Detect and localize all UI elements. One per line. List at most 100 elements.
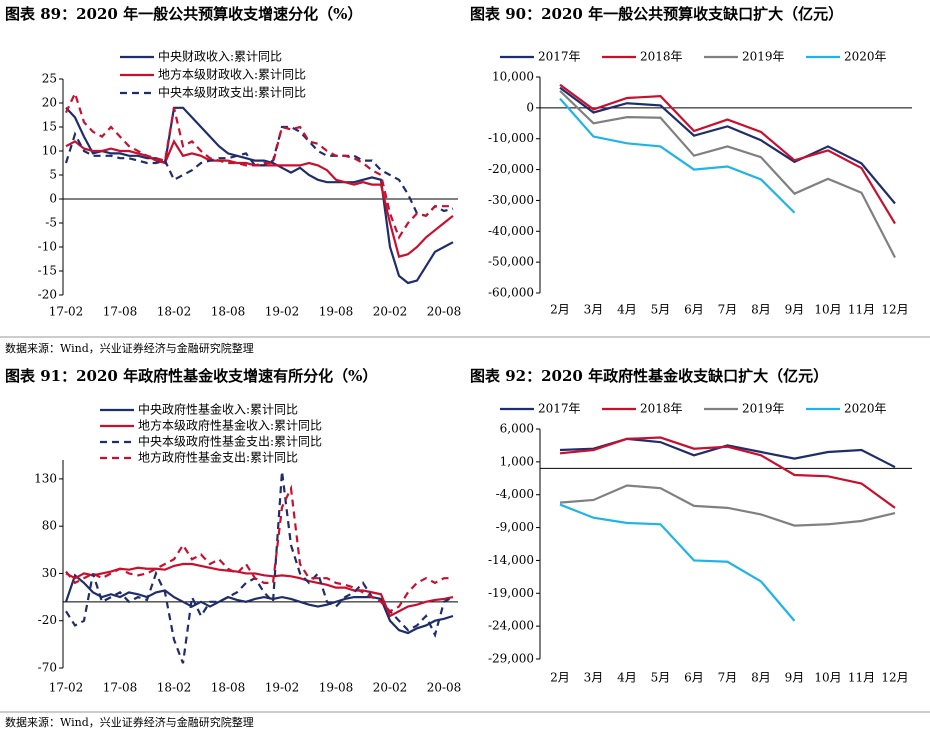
x-tick-label: 19-02 (265, 681, 300, 695)
x-tick-label: 5月 (651, 671, 671, 685)
x-tick-label: 18-02 (157, 305, 192, 319)
x-tick-label: 6月 (684, 671, 704, 685)
legend-label: 地方本级财政收入:累计同比 (158, 67, 306, 82)
series-line (65, 471, 454, 664)
series-line (559, 503, 796, 622)
x-tick-label: 20-08 (427, 681, 462, 695)
legend-label: 2017年 (538, 402, 581, 416)
y-tick-label: 5 (49, 168, 57, 182)
x-tick-label: 3月 (584, 671, 604, 685)
legend-label: 地方政府性基金支出:累计同比 (138, 450, 298, 465)
x-tick-label: 9月 (785, 303, 805, 317)
x-tick-label: 7月 (718, 303, 738, 317)
chart-title: 图表 90：2020 年一般公共预算收支缺口扩大（亿元） (470, 5, 843, 23)
y-tick-label: -20 (38, 613, 57, 627)
y-tick-label: -9,000 (496, 520, 534, 534)
x-tick-label: 17-08 (103, 681, 138, 695)
y-tick-label: -20,000 (488, 162, 534, 176)
y-tick-label: 10,000 (492, 70, 534, 84)
x-tick-label: 4月 (617, 671, 637, 685)
x-tick-label: 2月 (550, 303, 570, 317)
x-tick-label: 20-02 (373, 305, 408, 319)
y-tick-label: -24,000 (488, 619, 534, 633)
legend-label: 2017年 (538, 50, 581, 64)
x-tick-label: 20-08 (427, 305, 462, 319)
series-line (64, 125, 454, 218)
x-tick-label: 20-02 (373, 681, 408, 695)
legend-label: 2020年 (844, 50, 887, 64)
series-line (65, 484, 453, 613)
legend-label: 2019年 (742, 50, 785, 64)
legend-label: 2018年 (640, 50, 683, 64)
x-tick-label: 9月 (785, 671, 805, 685)
x-tick-label: 12月 (881, 303, 908, 317)
x-tick-label: 18-08 (211, 305, 246, 319)
y-tick-label: 6,000 (500, 422, 534, 436)
y-tick-label: -50,000 (488, 255, 534, 269)
series-line (559, 86, 896, 205)
series-line (559, 437, 896, 469)
chart-title: 图表 92：2020 年政府性基金收支缺口扩大（亿元） (470, 367, 828, 385)
legend-label: 中央财政收入:累计同比 (158, 49, 282, 64)
series-line (65, 562, 454, 618)
y-tick-label: 25 (42, 72, 57, 86)
y-tick-label: -14,000 (488, 553, 534, 567)
x-tick-label: 11月 (848, 303, 875, 317)
y-tick-label: 0 (49, 192, 57, 206)
legend-label: 地方本级政府性基金收入:累计同比 (138, 418, 322, 433)
y-tick-label: 0 (526, 100, 534, 114)
series-line (559, 90, 896, 259)
x-tick-label: 19-08 (319, 681, 354, 695)
x-tick-label: 10月 (814, 671, 841, 685)
source-note: 数据来源：Wind，兴业证券经济与金融研究院整理 (5, 341, 254, 355)
x-tick-label: 5月 (651, 303, 671, 317)
y-tick-label: -70 (38, 661, 57, 675)
y-tick-label: -4,000 (496, 487, 534, 501)
y-tick-label: -10 (38, 240, 57, 254)
series-line (64, 573, 454, 635)
x-tick-label: 17-08 (103, 305, 138, 319)
x-tick-label: 12月 (881, 671, 908, 685)
x-tick-label: 8月 (751, 671, 771, 685)
y-tick-label: -10,000 (488, 131, 534, 145)
legend-label: 中央本级政府性基金支出:累计同比 (138, 434, 322, 449)
legend-label: 中央政府性基金收入:累计同比 (138, 402, 298, 417)
x-tick-label: 8月 (751, 303, 771, 317)
x-tick-label: 17-02 (49, 681, 84, 695)
y-tick-label: 20 (42, 96, 57, 110)
x-tick-label: 6月 (684, 303, 704, 317)
y-tick-label: -30,000 (488, 193, 534, 207)
x-tick-label: 7月 (718, 671, 738, 685)
y-tick-label: 15 (42, 120, 57, 134)
x-tick-label: 19-08 (319, 305, 354, 319)
x-tick-label: 11月 (848, 671, 875, 685)
series-line (559, 484, 896, 527)
series-line (559, 83, 896, 225)
chart-title: 图表 91：2020 年政府性基金收支增速有所分化（%） (5, 367, 377, 385)
y-tick-label: 1,000 (500, 454, 534, 468)
series-line (65, 90, 453, 240)
y-tick-label: -19,000 (488, 586, 534, 600)
legend-label: 中央本级财政支出:累计同比 (158, 85, 306, 100)
series-line (65, 106, 454, 285)
x-tick-label: 18-08 (211, 681, 246, 695)
y-tick-label: 10 (42, 144, 57, 158)
x-tick-label: 3月 (584, 303, 604, 317)
y-tick-label: 30 (42, 566, 57, 580)
series-line (559, 97, 796, 214)
legend-label: 2019年 (742, 402, 785, 416)
y-tick-label: 130 (34, 471, 57, 485)
y-tick-label: -20 (38, 288, 57, 302)
x-tick-label: 17-02 (49, 305, 84, 319)
y-tick-label: -40,000 (488, 224, 534, 238)
x-tick-label: 19-02 (265, 305, 300, 319)
x-tick-label: 2月 (550, 671, 570, 685)
x-tick-label: 4月 (617, 303, 637, 317)
y-tick-label: -5 (45, 216, 57, 230)
legend-label: 2020年 (844, 402, 887, 416)
y-tick-label: -29,000 (488, 652, 534, 666)
y-tick-label: 80 (42, 519, 57, 533)
source-note: 数据来源：Wind，兴业证券经济与金融研究院整理 (5, 715, 254, 729)
series-line (559, 436, 896, 509)
